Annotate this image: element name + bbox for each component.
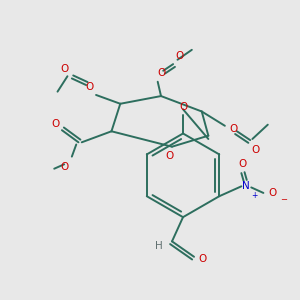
Text: O: O: [166, 151, 174, 160]
Text: O: O: [230, 124, 238, 134]
Text: O: O: [179, 102, 187, 112]
Text: H: H: [155, 241, 163, 251]
Text: O: O: [199, 254, 207, 264]
Text: O: O: [60, 64, 68, 74]
Text: O: O: [85, 82, 94, 92]
Text: O: O: [157, 68, 165, 78]
Text: N: N: [242, 181, 250, 191]
Text: O: O: [238, 159, 247, 169]
Text: −: −: [280, 195, 287, 204]
Text: O: O: [51, 118, 59, 129]
Text: O: O: [176, 51, 184, 62]
Text: O: O: [268, 188, 276, 198]
Text: +: +: [251, 190, 258, 200]
Text: O: O: [60, 161, 68, 172]
Text: O: O: [252, 145, 260, 155]
